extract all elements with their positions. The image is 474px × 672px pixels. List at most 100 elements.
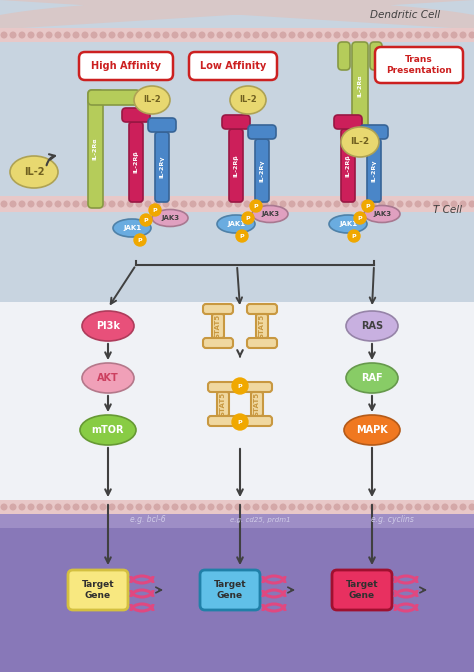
Text: Target
Gene: Target Gene (82, 580, 114, 600)
FancyBboxPatch shape (251, 392, 263, 416)
Ellipse shape (82, 311, 134, 341)
Circle shape (361, 504, 367, 510)
Circle shape (460, 32, 466, 38)
FancyBboxPatch shape (229, 129, 243, 202)
Ellipse shape (344, 415, 400, 445)
Circle shape (343, 32, 349, 38)
Circle shape (469, 32, 474, 38)
Text: IL-2Rγ: IL-2Rγ (372, 159, 376, 181)
Circle shape (397, 504, 403, 510)
Circle shape (370, 32, 376, 38)
Circle shape (388, 201, 394, 207)
Circle shape (181, 201, 187, 207)
Text: STAT5: STAT5 (254, 392, 260, 416)
Circle shape (280, 32, 286, 38)
Circle shape (208, 504, 214, 510)
Circle shape (118, 504, 124, 510)
Circle shape (217, 201, 223, 207)
Circle shape (1, 504, 7, 510)
Circle shape (316, 504, 322, 510)
FancyBboxPatch shape (203, 338, 233, 348)
Circle shape (163, 201, 169, 207)
Circle shape (145, 504, 151, 510)
Text: e.g. cd25, prdm1: e.g. cd25, prdm1 (230, 517, 290, 523)
Text: High Affinity: High Affinity (91, 61, 161, 71)
Circle shape (82, 32, 88, 38)
Text: P: P (246, 216, 250, 220)
Text: RAF: RAF (361, 373, 383, 383)
Text: e.g. cyclins: e.g. cyclins (371, 515, 413, 525)
Text: P: P (254, 204, 258, 208)
FancyBboxPatch shape (242, 416, 272, 426)
Circle shape (379, 32, 385, 38)
Circle shape (397, 32, 403, 38)
Circle shape (37, 504, 43, 510)
Circle shape (242, 212, 254, 224)
Circle shape (236, 230, 248, 242)
Circle shape (118, 201, 124, 207)
FancyBboxPatch shape (155, 132, 169, 202)
Text: IL-2Rβ: IL-2Rβ (234, 154, 238, 177)
Text: STAT5: STAT5 (220, 392, 226, 416)
Bar (0, 508, 474, 672)
Circle shape (64, 32, 70, 38)
Circle shape (149, 204, 161, 216)
Circle shape (109, 504, 115, 510)
Circle shape (28, 201, 34, 207)
Circle shape (235, 32, 241, 38)
Circle shape (415, 504, 421, 510)
Circle shape (352, 504, 358, 510)
Ellipse shape (230, 86, 266, 114)
Circle shape (343, 504, 349, 510)
Circle shape (262, 201, 268, 207)
Circle shape (208, 32, 214, 38)
Circle shape (424, 201, 430, 207)
Circle shape (271, 504, 277, 510)
Text: IL-2: IL-2 (143, 95, 161, 105)
Circle shape (325, 32, 331, 38)
Circle shape (127, 201, 133, 207)
Circle shape (10, 201, 16, 207)
Text: JAK1: JAK1 (339, 221, 357, 227)
Text: IL-2Rα: IL-2Rα (357, 75, 363, 97)
Circle shape (10, 504, 16, 510)
Circle shape (388, 504, 394, 510)
Circle shape (451, 32, 457, 38)
Circle shape (379, 504, 385, 510)
Circle shape (370, 201, 376, 207)
Circle shape (362, 200, 374, 212)
Text: STAT5: STAT5 (259, 314, 265, 338)
Circle shape (334, 201, 340, 207)
Circle shape (136, 32, 142, 38)
Circle shape (361, 201, 367, 207)
Ellipse shape (346, 363, 398, 393)
Circle shape (334, 32, 340, 38)
Circle shape (190, 201, 196, 207)
FancyBboxPatch shape (367, 139, 381, 202)
Circle shape (388, 32, 394, 38)
Text: mTOR: mTOR (92, 425, 124, 435)
Circle shape (181, 504, 187, 510)
Circle shape (145, 32, 151, 38)
Circle shape (154, 201, 160, 207)
FancyBboxPatch shape (200, 570, 260, 610)
Circle shape (307, 201, 313, 207)
Circle shape (244, 32, 250, 38)
Circle shape (217, 32, 223, 38)
Circle shape (226, 504, 232, 510)
FancyBboxPatch shape (148, 118, 176, 132)
Text: PI3k: PI3k (96, 321, 120, 331)
FancyBboxPatch shape (242, 382, 272, 392)
Circle shape (370, 504, 376, 510)
Circle shape (307, 504, 313, 510)
Text: JAK1: JAK1 (123, 225, 141, 231)
Circle shape (1, 32, 7, 38)
Circle shape (127, 32, 133, 38)
Circle shape (199, 201, 205, 207)
Circle shape (451, 201, 457, 207)
Circle shape (91, 504, 97, 510)
Ellipse shape (152, 210, 188, 226)
Circle shape (354, 212, 366, 224)
Text: P: P (237, 384, 242, 388)
Text: JAK3: JAK3 (261, 211, 279, 217)
